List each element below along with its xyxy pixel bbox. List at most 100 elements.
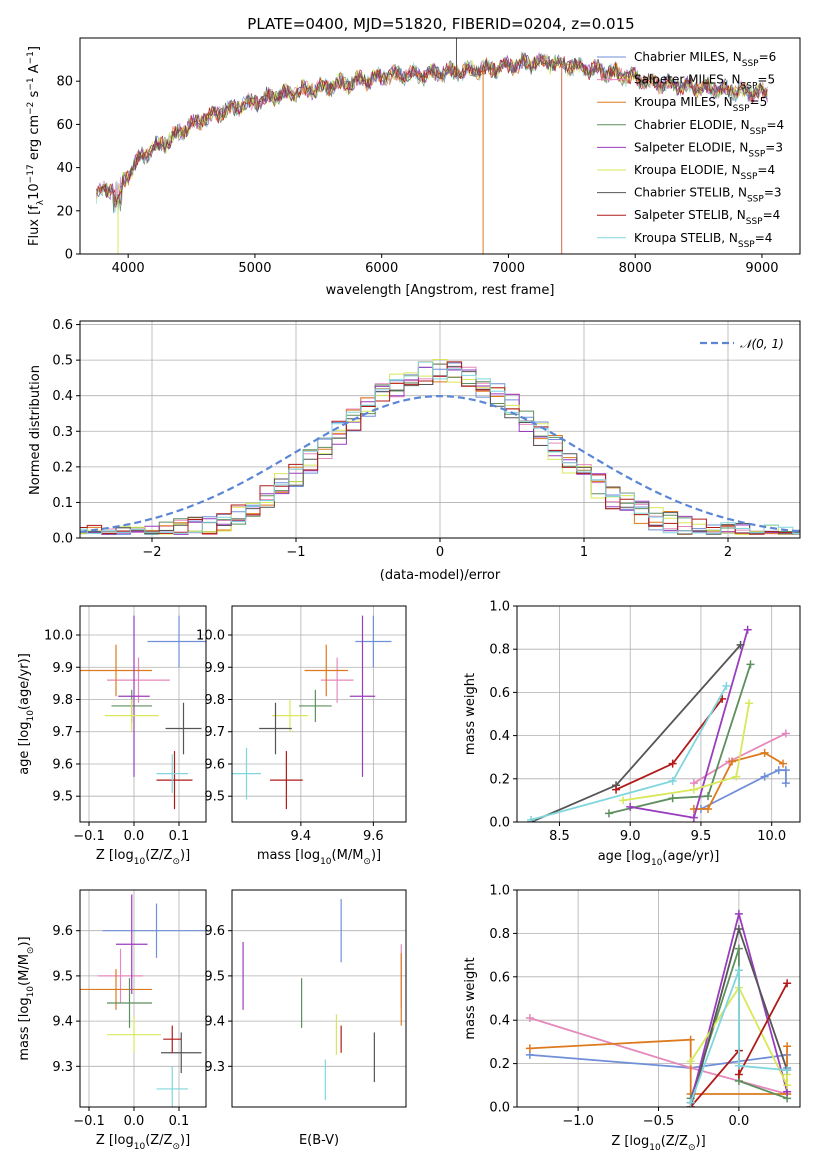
massweight_vs_age-ytick-label: 0.8 xyxy=(489,643,510,658)
legend-entry: Salpeter STELIB, NSSP=4 xyxy=(634,208,780,227)
residual_histogram-xtick-label: 2 xyxy=(724,545,732,560)
massweight_vs_age-grid xyxy=(517,605,800,823)
residual_histogram-ytick-label: 0.5 xyxy=(52,354,73,369)
line-salpeter-stelib-marker xyxy=(783,979,792,988)
x-axis-label: age [log10(age/yr)] xyxy=(598,849,720,868)
errorbar-kroupa-elodie xyxy=(107,1016,161,1053)
residual_histogram-xtick-label: −1 xyxy=(286,545,305,560)
age_vs_mass-panel: 9.4 9.6 9.5 9.6 9.7 9.8 9.9 10.0 mass [log10(M/M… xyxy=(196,605,407,867)
errorbar-salpeter-miles xyxy=(98,948,143,1004)
spectrum-line-kroupa-miles xyxy=(96,54,768,208)
line-chabrier-miles xyxy=(696,766,790,814)
line-kroupa-elodie-marker xyxy=(745,699,754,708)
hist-kroupa-stelib xyxy=(80,361,800,534)
line-chabrier-elodie-marker xyxy=(734,944,743,953)
massweight_vs_age-ytick-label: 0.4 xyxy=(489,729,510,744)
errorbar-chabrier-miles xyxy=(102,903,206,958)
age_vs_mass-ytick-label: 10.0 xyxy=(196,629,225,644)
line-chabrier-elodie-marker xyxy=(704,792,713,801)
age_vs_mass-ytick-label: 9.6 xyxy=(204,757,225,772)
line-chabrier-elodie-marker xyxy=(746,660,755,669)
age_vs_mass-axes: 9.4 9.6 9.5 9.6 9.7 9.8 9.9 10.0 mass [log10(M/M… xyxy=(196,605,407,867)
legend-entry: Chabrier STELIB, NSSP=3 xyxy=(634,186,782,205)
spectrum-legend: Chabrier MILES, NSSP=6 Salpeter MILES, NS… xyxy=(597,50,784,250)
line-kroupa-stelib xyxy=(686,966,792,1107)
mass_vs_Z-axes: −0.1 0.0 0.1 9.3 9.4 9.5 9.6 Z [log10(Z/Z⊙)] mas… xyxy=(17,889,207,1152)
residual_histogram-ytick-label: 0.3 xyxy=(52,425,73,440)
mass_vs_EBV-axes: 9.3 9.4 9.5 9.6 E(B-V) xyxy=(204,889,407,1148)
mass_vs_Z-ytick-label: 9.4 xyxy=(52,1015,73,1030)
errorbar-chabrier-miles xyxy=(147,615,206,668)
mass_vs_EBV-ytick-label: 9.6 xyxy=(204,924,225,939)
mass_vs_Z-frame xyxy=(79,889,207,1108)
massweight_vs_Z-marks xyxy=(525,909,792,1107)
massweight_vs_Z-ytick-label: 1.0 xyxy=(489,884,510,899)
spectrum-ytick-label: 60 xyxy=(56,118,73,133)
errorbar-chabrier-miles xyxy=(355,615,392,668)
spectrum-xtick-label: 5000 xyxy=(238,261,271,276)
age_vs_Z-frame xyxy=(79,605,207,823)
errorbar-salpeter-elodie xyxy=(118,615,150,777)
errorbar-kroupa-miles xyxy=(304,644,348,697)
line-salpeter-stelib xyxy=(612,694,727,794)
line-salpeter-stelib-marker xyxy=(668,759,677,768)
massweight_vs_age-ytick-label: 1.0 xyxy=(489,600,510,615)
line-kroupa-stelib-marker xyxy=(722,681,731,690)
mass_vs_Z-ytick-label: 9.5 xyxy=(52,969,73,984)
line-kroupa-miles-marker xyxy=(704,805,713,814)
residual_histogram-marks xyxy=(80,359,800,535)
x-axis-label: (data-model)/error xyxy=(380,568,501,583)
line-kroupa-stelib-marker xyxy=(734,966,743,975)
age_vs_Z-xtick-label: −0.1 xyxy=(73,829,105,844)
line-chabrier-elodie-marker xyxy=(668,794,677,803)
mass_vs_EBV-frame xyxy=(231,889,407,1108)
line-salpeter-miles-marker xyxy=(781,729,790,738)
line-kroupa-stelib-marker xyxy=(686,1098,695,1107)
spectrum-xtick-label: 6000 xyxy=(365,261,398,276)
line-chabrier-stelib-marker xyxy=(734,925,743,934)
line-kroupa-stelib-path xyxy=(689,969,788,1104)
line-salpeter-stelib-marker xyxy=(734,1070,743,1079)
line-kroupa-miles-marker xyxy=(686,1035,695,1044)
line-kroupa-miles xyxy=(689,748,788,814)
line-chabrier-miles-marker xyxy=(760,772,769,781)
legend-entry: Chabrier MILES, NSSP=6 xyxy=(634,50,776,69)
errorbar-chabrier-elodie xyxy=(107,978,152,1028)
age_vs_mass-grid xyxy=(232,606,406,822)
line-kroupa-elodie-marker xyxy=(619,796,628,805)
legend-entry: Salpeter MILES, NSSP=5 xyxy=(634,73,775,92)
residual_histogram-panel: −2 −1 0 1 2 0.0 0.1 0.2 0.3 0.4 0.5 0.6 𝒩(0, 1) (data… xyxy=(28,318,801,583)
line-kroupa-elodie-path xyxy=(689,985,788,1086)
line-salpeter-stelib-marker xyxy=(612,785,621,794)
errorbar-kroupa-elodie xyxy=(104,699,159,732)
errorbar-chabrier-stelib xyxy=(161,1032,202,1074)
massweight_vs_age-ytick-label: 0.2 xyxy=(489,772,510,787)
x-axis-label: Z [log10(Z/Z⊙)] xyxy=(96,848,190,867)
residual_histogram-ytick-label: 0.2 xyxy=(52,460,73,475)
line-kroupa-elodie-marker xyxy=(732,772,741,781)
plot-layer: 4000 5000 6000 7000 8000 9000020406080Chabrie… xyxy=(17,37,801,1153)
massweight_vs_Z-grid xyxy=(517,889,800,1108)
massweight_vs_age-xtick-label: 8.5 xyxy=(549,829,570,844)
mass_vs_Z-marks xyxy=(80,894,206,1107)
x-axis-label: wavelength [Angstrom, rest frame] xyxy=(326,283,555,298)
spectrum-ytick-label: 0 xyxy=(65,248,73,263)
y-axis-label: Normed distribution xyxy=(28,365,43,495)
spectrum-line-chabrier-stelib xyxy=(96,51,768,209)
age_vs_Z-ytick-label: 10.0 xyxy=(44,629,73,644)
line-kroupa-elodie-marker xyxy=(689,785,698,794)
line-chabrier-miles-marker xyxy=(781,766,790,775)
normal-reference-curve xyxy=(80,394,800,533)
mass_vs_Z-grid xyxy=(80,890,206,1107)
mass_vs_Z-xtick-label: −0.1 xyxy=(73,1114,105,1129)
residual_histogram-axes: −2 −1 0 1 2 0.0 0.1 0.2 0.3 0.4 0.5 0.6 𝒩(0, 1) (data… xyxy=(28,318,801,583)
massweight_vs_Z-xtick-label: 0.0 xyxy=(729,1114,750,1129)
massweight_vs_Z-ytick-label: 0.4 xyxy=(489,1014,510,1029)
line-kroupa-stelib-marker xyxy=(734,1061,743,1070)
errorbar-salpeter-elodie xyxy=(116,894,148,994)
line-kroupa-miles-marker xyxy=(779,759,788,768)
y-axis-label: Flux [fλ10−17 erg cm−2 s−1 A−1] xyxy=(26,46,46,246)
massweight_vs_age-ytick-label: 0.6 xyxy=(489,686,510,701)
age_vs_Z-ytick-label: 9.5 xyxy=(52,790,73,805)
spectrum-frame xyxy=(79,37,801,255)
